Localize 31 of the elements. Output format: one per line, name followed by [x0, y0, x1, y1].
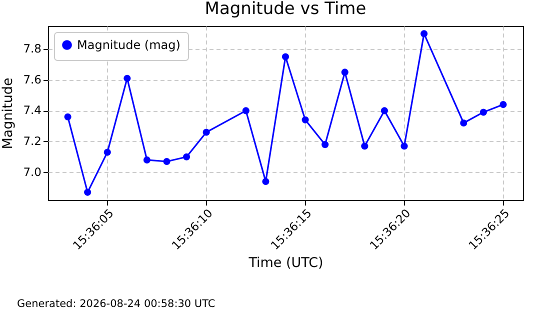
point [183, 153, 190, 160]
point [84, 188, 92, 196]
y-tick-label: 7.4 [23, 103, 42, 118]
x-axis-title: Time (UTC) [248, 255, 324, 272]
point [380, 107, 388, 114]
y-tick-label: 7.0 [23, 164, 42, 179]
point [202, 128, 210, 136]
point [242, 107, 250, 114]
point [480, 108, 487, 116]
point [400, 142, 408, 150]
point [262, 178, 270, 186]
point [460, 119, 468, 127]
point [163, 158, 170, 166]
text: Generated: 2026-08-24 00:58:30 UTC [17, 298, 216, 310]
point [282, 53, 290, 60]
point [143, 156, 150, 164]
point [322, 141, 329, 148]
point [302, 116, 309, 124]
y-tick-label: 7.2 [23, 134, 42, 148]
chart-title: Magnitude vs Time [204, 0, 366, 19]
point [500, 101, 507, 108]
y-axis-title: Magnitude [0, 78, 16, 150]
legend-label: Magnitude (mag) [77, 38, 180, 52]
y-tick-label: 7.6 [23, 72, 42, 86]
point [341, 68, 348, 76]
point [64, 113, 72, 120]
point [124, 74, 131, 82]
point [104, 148, 111, 156]
y-tick-label: 7.8 [23, 42, 42, 56]
point [361, 142, 368, 150]
point [420, 30, 428, 38]
